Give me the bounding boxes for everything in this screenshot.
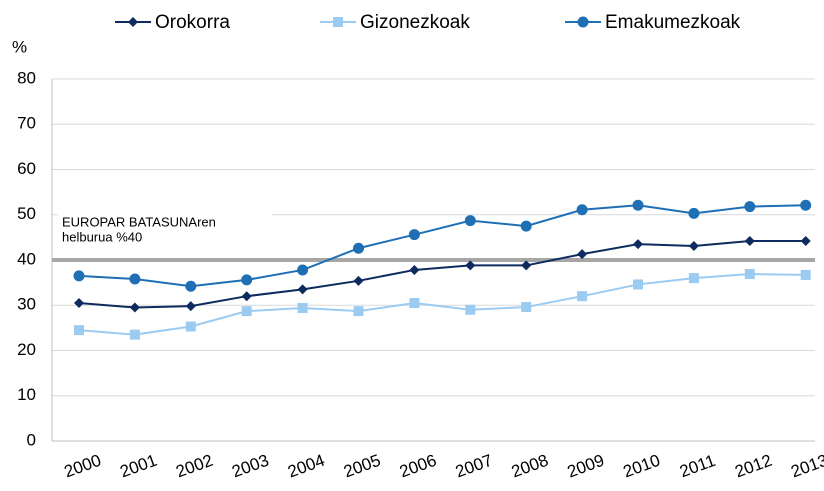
x-tick-label: 2001	[118, 451, 160, 482]
series-line	[78, 273, 806, 336]
marker	[74, 325, 84, 336]
annotation: EUROPAR BATASUNAren	[62, 214, 216, 229]
marker	[576, 204, 588, 216]
marker	[129, 273, 141, 285]
y-tick-label: 10	[17, 385, 36, 404]
x-tick-label: 2005	[341, 451, 383, 482]
marker	[241, 291, 252, 302]
marker	[800, 269, 811, 280]
marker	[577, 16, 589, 28]
marker	[465, 260, 476, 271]
x-tick-label: 2011	[677, 451, 718, 481]
y-tick-label: 40	[17, 249, 36, 268]
y-axis-label: %	[12, 37, 27, 56]
x-tick-label: 2012	[732, 451, 774, 482]
annotation: helburua %40	[62, 229, 142, 244]
x-tick-label: 2010	[621, 451, 663, 482]
legend-label: Orokorra	[155, 12, 230, 33]
marker	[465, 304, 476, 315]
marker	[73, 270, 85, 282]
marker	[297, 264, 309, 276]
marker	[577, 291, 588, 302]
marker	[185, 321, 196, 332]
marker	[744, 269, 755, 280]
marker	[744, 235, 755, 246]
legend: Orokorra Gizonezkoak Emakumezkoak	[115, 12, 741, 33]
x-tick-label: 2000	[62, 451, 104, 482]
marker	[353, 275, 364, 286]
marker	[633, 239, 643, 250]
marker	[521, 302, 532, 313]
marker	[241, 306, 252, 317]
x-tick-label: 2004	[285, 451, 327, 482]
y-tick-label: 80	[17, 68, 36, 87]
marker	[129, 302, 140, 313]
marker	[241, 274, 253, 286]
series-line	[78, 239, 806, 309]
x-tick-label: 2006	[397, 451, 439, 482]
marker	[409, 264, 420, 275]
y-tick-label: 0	[27, 430, 36, 449]
marker	[800, 235, 811, 246]
marker	[577, 249, 588, 260]
marker	[521, 260, 532, 271]
marker	[800, 199, 812, 211]
marker	[74, 297, 84, 308]
series-line	[78, 204, 806, 288]
marker	[688, 207, 700, 219]
marker	[409, 297, 420, 308]
marker	[297, 284, 308, 295]
marker	[128, 17, 138, 27]
x-tick-label: 2008	[509, 451, 551, 482]
marker	[632, 199, 644, 211]
marker	[333, 17, 343, 27]
y-tick-label: 60	[17, 159, 36, 178]
marker	[408, 229, 420, 241]
marker	[129, 329, 140, 340]
y-tick-label: 70	[17, 114, 36, 133]
marker	[688, 273, 699, 284]
marker	[185, 301, 196, 312]
marker	[185, 280, 197, 292]
y-tick-label: 20	[17, 340, 36, 359]
x-tick-label: 2007	[453, 451, 495, 482]
marker	[353, 242, 364, 254]
y-tick-label: 30	[17, 295, 36, 314]
marker	[744, 201, 756, 213]
x-tick-label: 2003	[229, 451, 271, 482]
marker	[633, 279, 643, 290]
x-tick-label: 2002	[173, 451, 215, 482]
legend-label: Emakumezkoak	[605, 12, 741, 33]
x-tick-label: 2009	[565, 451, 607, 482]
y-tick-label: 50	[17, 204, 36, 223]
marker	[464, 215, 476, 227]
marker	[353, 306, 364, 317]
marker	[688, 240, 699, 251]
marker	[297, 302, 308, 313]
marker	[520, 220, 532, 232]
annotation-background	[58, 212, 272, 248]
x-tick-label: 2013	[788, 451, 824, 482]
legend-label: Gizonezkoak	[360, 12, 470, 33]
